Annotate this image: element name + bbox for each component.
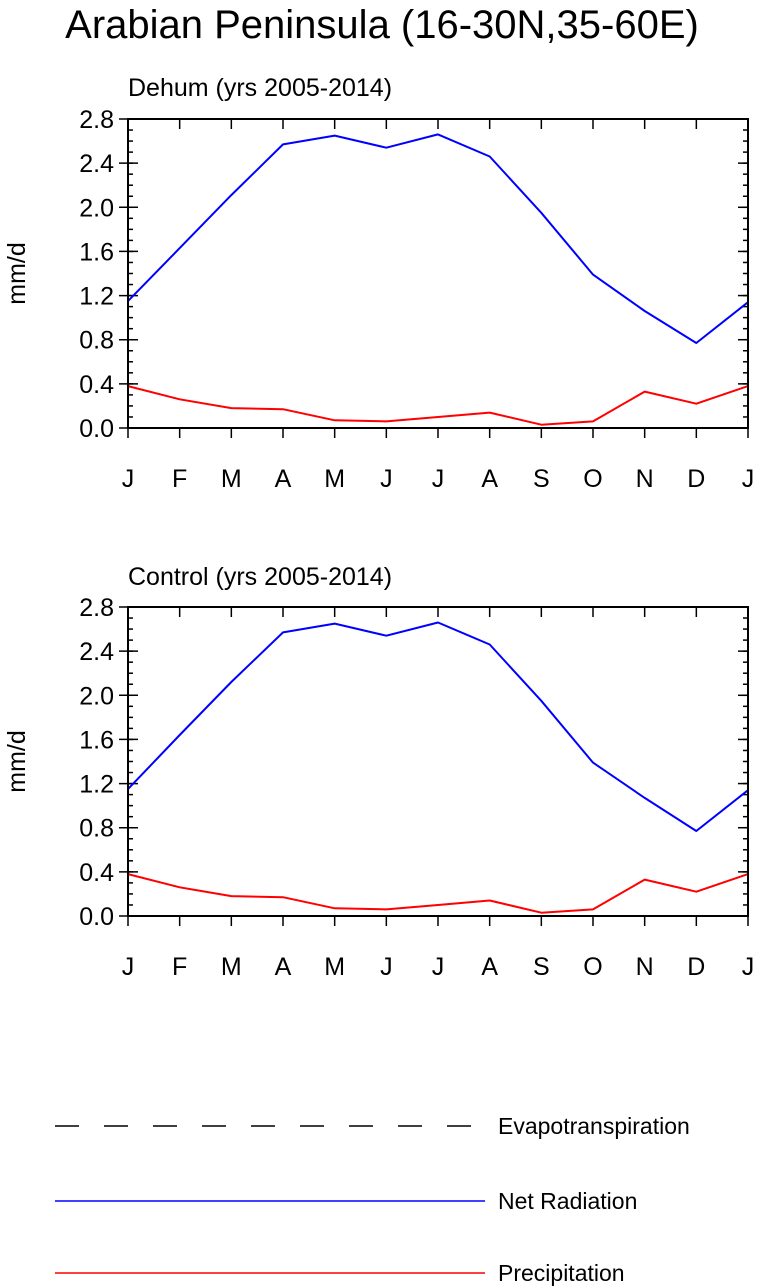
panel-dehum: Dehum (yrs 2005-2014) mm/d 0.0 0.4 0.8 1.2 1.6… (3, 74, 754, 493)
x-tick-label: M (324, 465, 345, 493)
y-tick-label: 0.0 (79, 415, 114, 443)
x-tick-label: J (122, 465, 135, 493)
y-tick-label: 2.8 (79, 594, 114, 622)
x-tick-label: N (636, 465, 654, 493)
y-tick-label: 1.6 (79, 238, 114, 266)
x-tick-label: M (324, 953, 345, 981)
y-tick-label: 1.2 (79, 771, 114, 799)
y-tick-label: 0.4 (79, 371, 114, 399)
panel-title: Dehum (yrs 2005-2014) (128, 74, 392, 102)
y-tick-label: 0.8 (79, 815, 114, 843)
x-tick-label: S (533, 953, 550, 981)
series-line-precipitation (127, 385, 749, 426)
panel-title: Control (yrs 2005-2014) (128, 563, 392, 591)
series-line-net-radiation (127, 133, 749, 344)
figure-title: Arabian Peninsula (16-30N,35-60E) (65, 3, 699, 47)
y-tick-label: 0.8 (79, 327, 114, 355)
y-tick-label: 2.4 (79, 150, 114, 178)
x-tick-label: F (172, 465, 187, 493)
plot-frame (127, 118, 749, 429)
x-tick-label: A (481, 465, 498, 493)
y-tick-label: 0.0 (79, 903, 114, 931)
y-tick-label: 2.0 (79, 682, 114, 710)
series-line-precipitation (127, 873, 749, 914)
y-tick-label: 2.4 (79, 638, 114, 666)
x-tick-label: D (687, 953, 705, 981)
x-tick-label: J (432, 465, 445, 493)
legend: Evapotranspiration Net Radiation Precipita… (55, 1113, 690, 1286)
legend-label-net-radiation: Net Radiation (498, 1188, 637, 1214)
y-tick-label: 2.8 (79, 106, 114, 134)
y-tick-label: 1.2 (79, 283, 114, 311)
panel-control: Control (yrs 2005-2014) mm/d 0.0 0.4 0.8 1.2 1… (3, 563, 754, 981)
x-tick-label: O (583, 465, 602, 493)
x-tick-label: M (221, 953, 242, 981)
x-tick-label: J (742, 953, 755, 981)
x-tick-label: A (275, 953, 292, 981)
x-tick-label: J (432, 953, 445, 981)
x-tick-label: S (533, 465, 550, 493)
x-tick-label: M (221, 465, 242, 493)
x-tick-label: N (636, 953, 654, 981)
y-axis-label: mm/d (3, 730, 31, 793)
x-tick-label: J (380, 953, 393, 981)
x-tick-label: D (687, 465, 705, 493)
plot-frame (127, 606, 749, 917)
x-tick-label: J (380, 465, 393, 493)
x-tick-label: O (583, 953, 602, 981)
x-tick-label: F (172, 953, 187, 981)
x-tick-label: A (275, 465, 292, 493)
series-line-net-radiation (127, 621, 749, 832)
x-tick-label: J (122, 953, 135, 981)
legend-label-precipitation: Precipitation (498, 1260, 625, 1286)
x-tick-label: J (742, 465, 755, 493)
y-tick-label: 1.6 (79, 726, 114, 754)
y-axis-label: mm/d (3, 242, 31, 305)
y-tick-label: 2.0 (79, 194, 114, 222)
y-tick-label: 0.4 (79, 859, 114, 887)
x-tick-label: A (481, 953, 498, 981)
legend-label-evapotranspiration: Evapotranspiration (498, 1113, 690, 1139)
